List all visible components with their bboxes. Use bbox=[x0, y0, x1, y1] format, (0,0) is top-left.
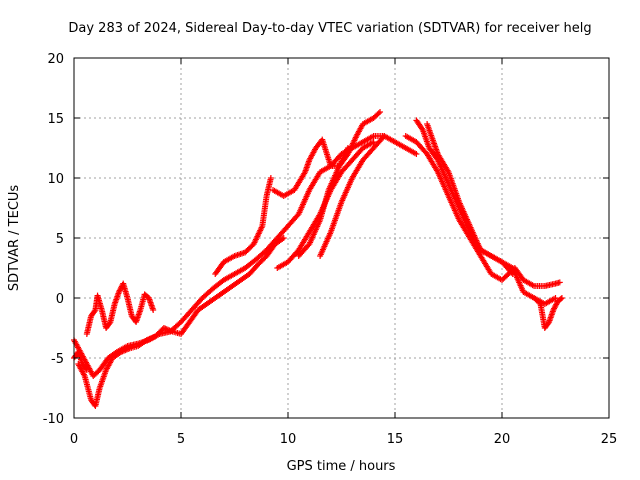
y-tick-label: -10 bbox=[43, 412, 64, 427]
tick-layer: 0 5 10 15 20 25 -10 -5 0 5 10 15 20 bbox=[43, 52, 618, 447]
y-tick-label: 20 bbox=[47, 52, 64, 67]
x-axis-label: GPS time / hours bbox=[287, 459, 396, 474]
series-s12 bbox=[531, 295, 565, 331]
grid-layer bbox=[74, 58, 609, 418]
series-s11 bbox=[424, 121, 516, 277]
series-s2 bbox=[75, 235, 287, 409]
series-s9 bbox=[402, 133, 563, 289]
series-s1 bbox=[71, 133, 420, 379]
y-tick-label: 0 bbox=[56, 292, 64, 307]
y-tick-label: 15 bbox=[47, 112, 64, 127]
series-s4 bbox=[212, 175, 274, 277]
y-tick-label: -5 bbox=[51, 352, 64, 367]
series-s8 bbox=[317, 133, 388, 259]
chart-title: Day 283 of 2024, Sidereal Day-to-day VTE… bbox=[68, 21, 591, 36]
x-tick-label: 15 bbox=[387, 432, 404, 447]
x-tick-label: 0 bbox=[70, 432, 78, 447]
x-tick-label: 25 bbox=[601, 432, 618, 447]
x-tick-label: 20 bbox=[494, 432, 511, 447]
x-tick-label: 10 bbox=[280, 432, 297, 447]
series-s3 bbox=[83, 280, 157, 337]
y-axis-label: SDTVAR / TECUs bbox=[7, 185, 22, 292]
x-tick-label: 5 bbox=[177, 432, 185, 447]
y-tick-label: 10 bbox=[47, 172, 64, 187]
y-tick-label: 5 bbox=[56, 232, 64, 247]
series-s7 bbox=[295, 145, 351, 259]
data-layer bbox=[71, 109, 565, 409]
